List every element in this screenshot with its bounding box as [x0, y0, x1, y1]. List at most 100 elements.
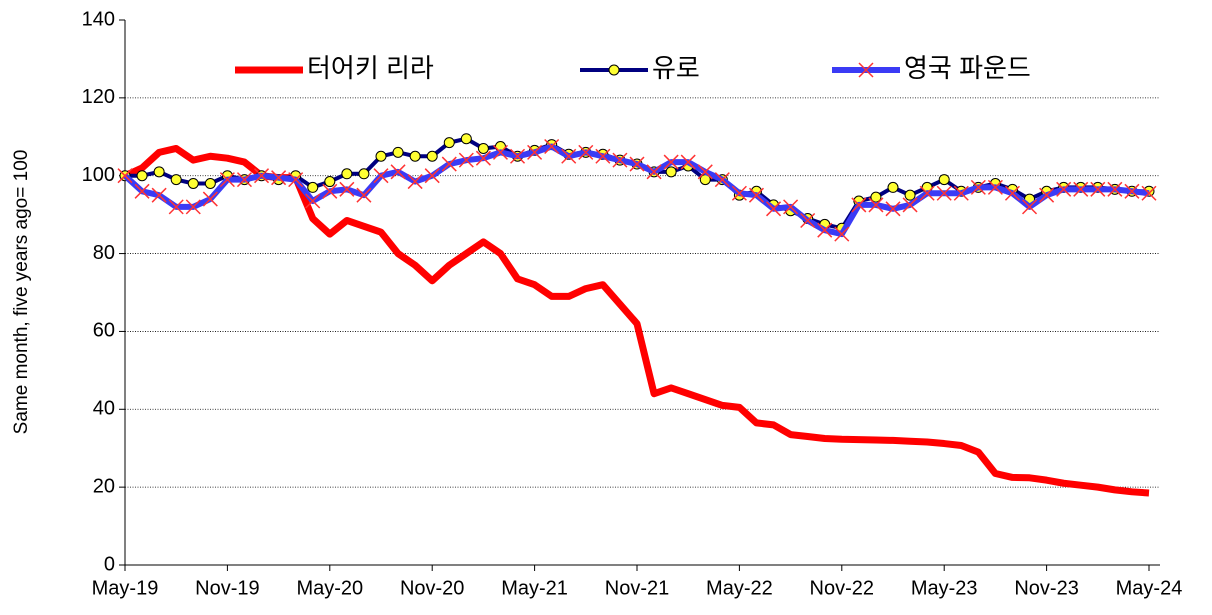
- point: [185, 199, 201, 215]
- point: [868, 197, 884, 213]
- point: [254, 168, 270, 184]
- x-tick-label: May-20: [296, 577, 363, 599]
- point: [392, 146, 404, 158]
- x-tick-label: Nov-21: [605, 577, 669, 599]
- point: [1073, 181, 1089, 197]
- point: [153, 166, 165, 178]
- point: [595, 148, 611, 164]
- point: [117, 168, 133, 184]
- point: [409, 150, 421, 162]
- point: [885, 201, 901, 217]
- x-tick-label: Nov-19: [195, 577, 259, 599]
- point: [288, 172, 304, 188]
- point: [271, 170, 287, 186]
- point: [390, 164, 406, 180]
- point: [680, 154, 696, 170]
- point: [492, 144, 508, 160]
- point: [356, 187, 372, 203]
- point: [341, 168, 353, 180]
- point: [578, 144, 594, 160]
- point: [375, 150, 387, 162]
- x-tick-label: May-22: [706, 577, 773, 599]
- point: [987, 179, 1003, 195]
- series-line: [123, 144, 1150, 497]
- point: [460, 133, 472, 145]
- x-tick-label: May-19: [92, 577, 159, 599]
- x-tick-label: Nov-22: [810, 577, 874, 599]
- point: [441, 156, 457, 172]
- point: [339, 181, 355, 197]
- y-tick-label: 60: [93, 320, 115, 342]
- x-tick-label: Nov-23: [1014, 577, 1078, 599]
- point: [151, 187, 167, 203]
- x-tick-label: May-23: [911, 577, 978, 599]
- point: [424, 168, 440, 184]
- point: [953, 185, 969, 201]
- point: [1090, 181, 1106, 197]
- point: [646, 164, 662, 180]
- point: [858, 62, 874, 78]
- point: [236, 172, 252, 188]
- point: [561, 148, 577, 164]
- point: [510, 148, 526, 164]
- point: [817, 222, 833, 238]
- point: [629, 156, 645, 172]
- point: [358, 168, 370, 180]
- point: [136, 170, 148, 182]
- point: [970, 179, 986, 195]
- point: [475, 150, 491, 166]
- point: [608, 64, 620, 76]
- point: [904, 189, 916, 201]
- point: [168, 199, 184, 215]
- point: [731, 185, 747, 201]
- point: [219, 172, 235, 188]
- y-tick-label: 100: [82, 164, 115, 186]
- point: [307, 181, 319, 193]
- point: [1039, 187, 1055, 203]
- y-tick-label: 80: [93, 242, 115, 264]
- point: [134, 183, 150, 199]
- point: [477, 142, 489, 154]
- y-tick-label: 40: [93, 398, 115, 420]
- point: [1107, 181, 1123, 197]
- point: [887, 181, 899, 193]
- point: [407, 174, 423, 190]
- point: [936, 185, 952, 201]
- point: [851, 197, 867, 213]
- point: [783, 199, 799, 215]
- point: [187, 178, 199, 189]
- point: [766, 201, 782, 217]
- point: [322, 183, 338, 199]
- point: [170, 174, 182, 186]
- point: [714, 172, 730, 188]
- point: [373, 168, 389, 184]
- x-tick-label: May-21: [501, 577, 568, 599]
- y-axis-label: Same month, five years ago= 100: [11, 150, 32, 435]
- point: [697, 164, 713, 180]
- y-tick-label: 0: [104, 553, 115, 575]
- y-tick-label: 120: [82, 86, 115, 108]
- point: [748, 187, 764, 203]
- point: [612, 152, 628, 168]
- point: [800, 212, 816, 229]
- x-tick-label: Nov-20: [400, 577, 464, 599]
- point: [458, 152, 474, 168]
- x-tick-label: May-24: [1116, 577, 1183, 599]
- point: [938, 174, 950, 186]
- point: [834, 226, 850, 242]
- point: [527, 144, 543, 160]
- point: [204, 178, 216, 189]
- point: [1004, 185, 1021, 201]
- point: [544, 138, 560, 155]
- point: [902, 197, 918, 213]
- point: [443, 137, 455, 149]
- legend-label: 유로: [652, 53, 700, 83]
- y-tick-label: 140: [82, 8, 115, 30]
- legend-label: 영국 파운드: [904, 53, 1031, 83]
- legend-label: 터어키 리라: [307, 53, 434, 83]
- point: [1141, 185, 1157, 201]
- point: [1056, 181, 1072, 197]
- point: [919, 185, 935, 201]
